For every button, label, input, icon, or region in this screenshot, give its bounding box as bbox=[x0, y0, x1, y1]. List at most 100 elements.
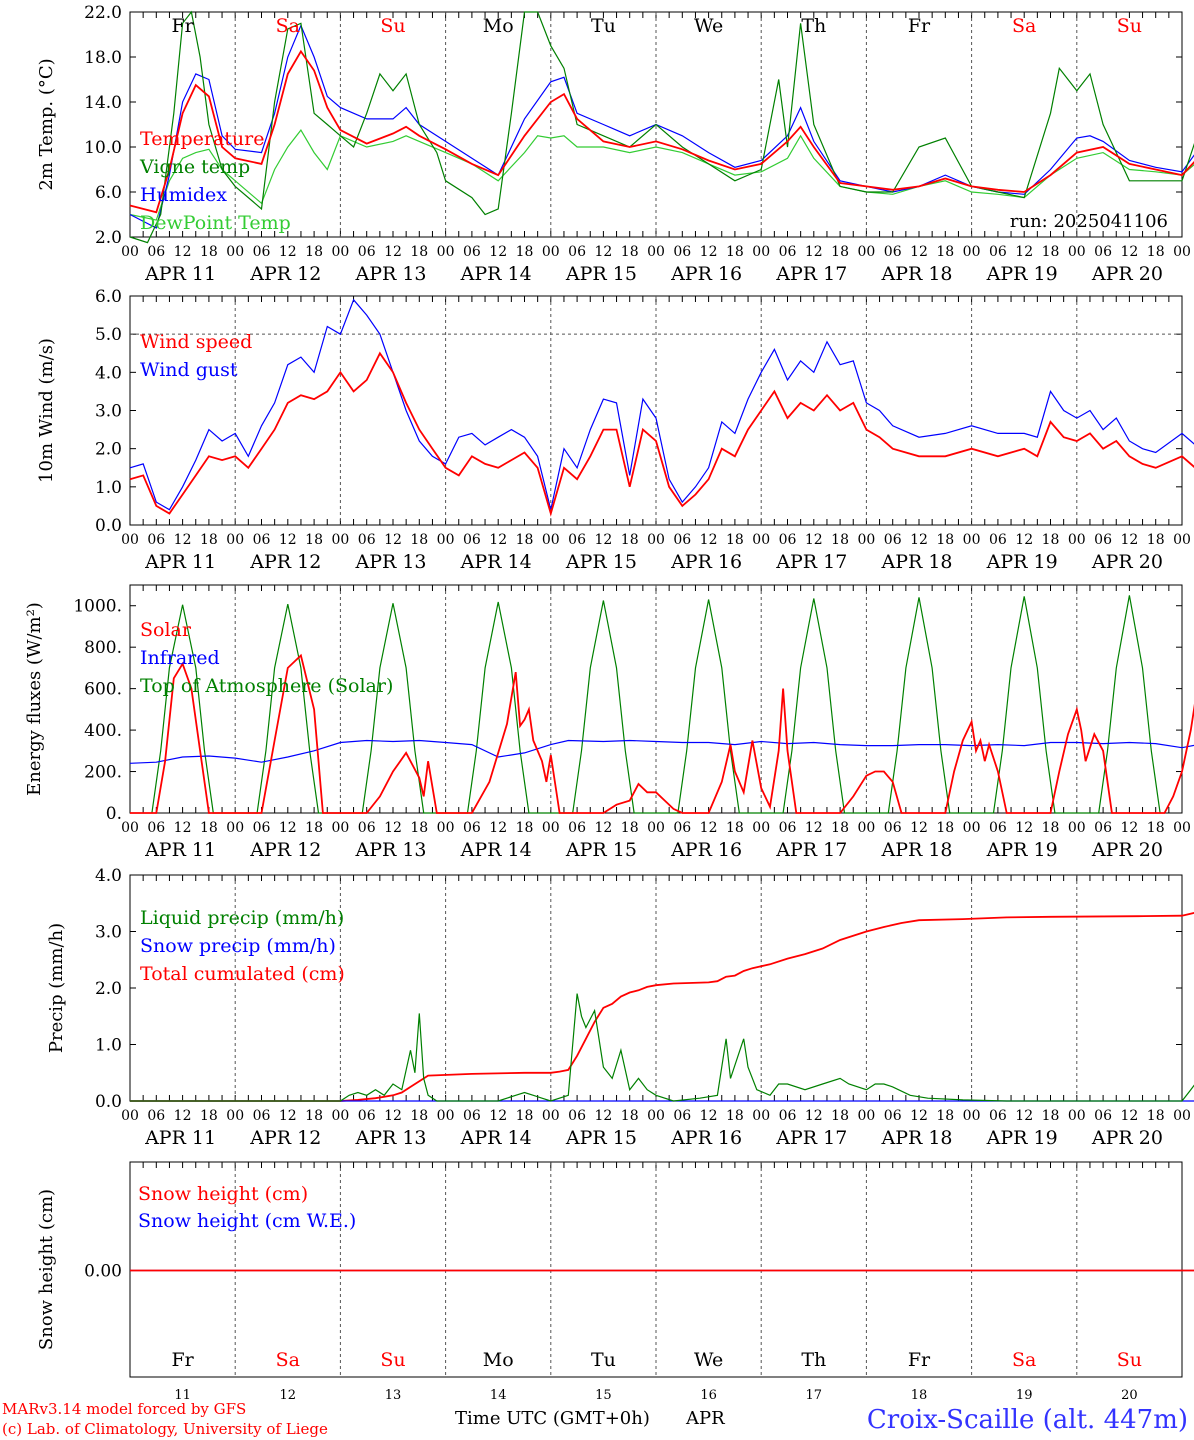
x-hour-label: 12 bbox=[594, 820, 612, 836]
x-axis-title: Time UTC (GMT+0h) bbox=[455, 1408, 650, 1429]
x-hour-label: 18 bbox=[621, 532, 639, 548]
x-hour-label: 18 bbox=[516, 244, 534, 260]
x-day-label: APR 19 bbox=[986, 1127, 1058, 1149]
x-hour-label: 12 bbox=[384, 820, 402, 836]
day-number-label: 11 bbox=[174, 1388, 191, 1403]
x-day-label: APR 19 bbox=[986, 839, 1058, 861]
x-hour-label: 18 bbox=[726, 820, 744, 836]
x-day-label: APR 16 bbox=[670, 839, 742, 861]
x-hour-label: 12 bbox=[805, 1108, 823, 1124]
day-number-label: 20 bbox=[1121, 1388, 1138, 1403]
weekday-label: Mo bbox=[483, 1349, 514, 1371]
x-hour-label: 00 bbox=[1173, 532, 1191, 548]
weekday-label: Sa bbox=[276, 15, 300, 37]
x-hour-label: 00 bbox=[542, 820, 560, 836]
x-hour-label: 18 bbox=[516, 820, 534, 836]
x-hour-label: 00 bbox=[647, 1108, 665, 1124]
legend-entry: Snow precip (mm/h) bbox=[140, 935, 336, 957]
x-hour-label: 18 bbox=[410, 244, 428, 260]
x-hour-label: 06 bbox=[147, 1108, 165, 1124]
y-tick-label: 6.0 bbox=[95, 183, 122, 203]
x-hour-label: 18 bbox=[305, 244, 323, 260]
x-hour-label: 06 bbox=[673, 244, 691, 260]
x-day-label: APR 17 bbox=[775, 839, 847, 861]
x-hour-label: 06 bbox=[1094, 532, 1112, 548]
x-day-label: APR 17 bbox=[775, 263, 847, 285]
x-hour-label: 00 bbox=[226, 1108, 244, 1124]
weekday-label: Mo bbox=[483, 15, 514, 37]
x-day-label: APR 15 bbox=[565, 551, 637, 573]
legend-entry: DewPoint Temp bbox=[140, 212, 291, 234]
legend-entry: Top of Atmosphere (Solar) bbox=[140, 675, 393, 697]
x-hour-label: 12 bbox=[1120, 820, 1138, 836]
x-hour-label: 00 bbox=[331, 1108, 349, 1124]
x-hour-label: 06 bbox=[358, 532, 376, 548]
day-number-label: 14 bbox=[490, 1388, 507, 1403]
model-credit: MARv3.14 model forced by GFS bbox=[2, 1400, 246, 1418]
day-number-label: 13 bbox=[385, 1388, 402, 1403]
legend-entry: Solar bbox=[140, 619, 192, 641]
weekday-label: Sa bbox=[1012, 15, 1036, 37]
weekday-label: Sa bbox=[276, 1349, 300, 1371]
legend-entry: Humidex bbox=[140, 184, 227, 206]
legend-entry: Temperature bbox=[140, 128, 264, 150]
x-day-label: APR 11 bbox=[144, 263, 216, 285]
weekday-label: Sa bbox=[1012, 1349, 1036, 1371]
x-day-label: APR 18 bbox=[880, 839, 952, 861]
x-hour-label: 00 bbox=[857, 244, 875, 260]
x-hour-label: 00 bbox=[1068, 820, 1086, 836]
x-hour-label: 18 bbox=[410, 820, 428, 836]
x-hour-label: 06 bbox=[147, 532, 165, 548]
weekday-label: Su bbox=[380, 1349, 405, 1371]
x-hour-label: 00 bbox=[647, 820, 665, 836]
x-day-label: APR 14 bbox=[460, 839, 532, 861]
x-hour-label: 06 bbox=[779, 244, 797, 260]
x-hour-label: 12 bbox=[700, 820, 718, 836]
y-axis-label: 10m Wind (m/s) bbox=[36, 338, 57, 483]
x-hour-label: 06 bbox=[779, 1108, 797, 1124]
series-line bbox=[129, 739, 1194, 764]
y-tick-label: 2.0 bbox=[95, 979, 122, 999]
y-axis-label: 2m Temp. (°C) bbox=[36, 58, 57, 190]
x-day-label: APR 18 bbox=[880, 551, 952, 573]
x-hour-label: 00 bbox=[647, 532, 665, 548]
x-hour-label: 06 bbox=[884, 820, 902, 836]
x-hour-label: 12 bbox=[384, 532, 402, 548]
x-hour-label: 00 bbox=[226, 820, 244, 836]
y-tick-label: 4.0 bbox=[95, 363, 122, 383]
y-tick-label: 0.00 bbox=[84, 1262, 122, 1282]
x-hour-label: 12 bbox=[279, 244, 297, 260]
y-tick-label: 1.0 bbox=[95, 478, 122, 498]
x-hour-label: 12 bbox=[700, 244, 718, 260]
x-hour-label: 18 bbox=[831, 820, 849, 836]
x-hour-label: 00 bbox=[752, 244, 770, 260]
x-hour-label: 06 bbox=[568, 820, 586, 836]
x-hour-label: 18 bbox=[1042, 244, 1060, 260]
x-hour-label: 06 bbox=[989, 820, 1007, 836]
x-day-label: APR 20 bbox=[1091, 551, 1163, 573]
x-hour-label: 18 bbox=[1147, 532, 1165, 548]
weekday-label: Fr bbox=[908, 1349, 931, 1371]
x-hour-label: 00 bbox=[647, 244, 665, 260]
x-hour-label: 06 bbox=[358, 1108, 376, 1124]
x-hour-label: 06 bbox=[779, 532, 797, 548]
x-hour-label: 18 bbox=[200, 532, 218, 548]
weekday-label: Fr bbox=[171, 15, 194, 37]
day-number-label: 15 bbox=[595, 1388, 612, 1403]
y-axis-label: Energy fluxes (W/m²) bbox=[24, 602, 45, 796]
x-day-label: APR 14 bbox=[460, 551, 532, 573]
series-line bbox=[129, 298, 1194, 511]
x-hour-label: 12 bbox=[489, 244, 507, 260]
x-hour-label: 00 bbox=[542, 1108, 560, 1124]
x-day-label: APR 12 bbox=[249, 263, 321, 285]
series-line bbox=[129, 351, 1194, 517]
y-tick-label: 5.0 bbox=[95, 325, 122, 345]
x-hour-label: 06 bbox=[989, 532, 1007, 548]
x-hour-label: 18 bbox=[200, 820, 218, 836]
y-tick-label: 800. bbox=[84, 638, 122, 658]
x-hour-label: 12 bbox=[1015, 1108, 1033, 1124]
x-hour-label: 18 bbox=[936, 244, 954, 260]
series-line bbox=[151, 595, 1161, 814]
station-title: Croix-Scaille (alt. 447m) bbox=[867, 1405, 1188, 1435]
x-day-label: APR 11 bbox=[144, 839, 216, 861]
